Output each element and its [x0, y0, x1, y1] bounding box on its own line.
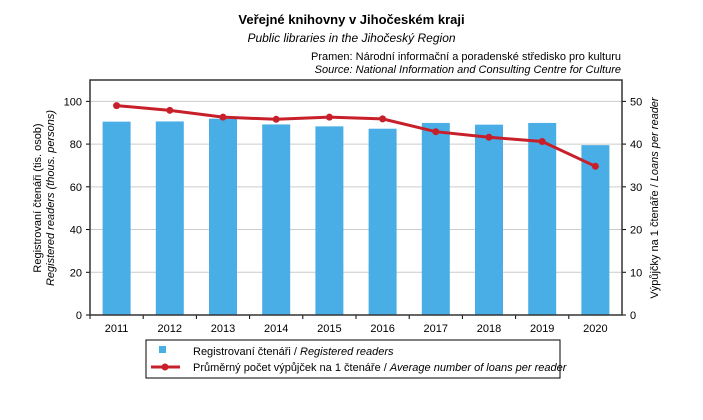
x-tick-label: 2020	[583, 323, 607, 335]
bar	[368, 128, 397, 315]
legend-box	[145, 339, 561, 379]
legend-line-label: Průměrný počet výpůjček na 1 čtenáře / A…	[193, 362, 568, 374]
bar	[262, 124, 291, 315]
line-point	[219, 113, 227, 121]
y2-tick-label: 10	[630, 267, 642, 279]
line-point	[113, 102, 121, 110]
y-tick-label: 100	[64, 96, 82, 108]
y-axis-label-en: Registered readers (thous. persons)	[45, 110, 57, 286]
bar	[155, 121, 184, 315]
bar	[315, 126, 344, 315]
y2-tick-label: 50	[630, 96, 642, 108]
source-en: Source: National Information and Consult…	[314, 64, 621, 76]
y2-tick-label: 20	[630, 225, 642, 237]
y2-tick-label: 30	[630, 182, 642, 194]
bar	[209, 118, 237, 315]
y2-tick-label: 0	[630, 310, 636, 322]
x-tick-label: 2019	[530, 323, 554, 335]
legend-line-marker	[161, 363, 169, 371]
line-point	[538, 138, 546, 146]
bar	[581, 145, 610, 315]
plot-border	[89, 79, 623, 316]
legend-bar-swatch	[159, 346, 166, 353]
y-axis-label-cz: Registrovaní čtenáři (tis. osob)	[32, 123, 44, 272]
line-series	[116, 104, 597, 168]
x-tick-label: 2014	[264, 323, 288, 335]
y-tick-label: 40	[70, 225, 82, 237]
x-tick-label: 2011	[105, 323, 129, 335]
line-point	[432, 128, 440, 136]
y2-tick-label: 40	[630, 139, 642, 151]
x-tick-label: 2016	[370, 323, 394, 335]
line-point	[485, 133, 493, 141]
bar	[102, 121, 131, 315]
y-tick-label: 60	[70, 182, 82, 194]
x-tick-label: 2013	[211, 323, 235, 335]
line-point	[166, 106, 174, 114]
legend-bar-label: Registrovaní čtenáři / Registered reader…	[193, 346, 394, 358]
line-point	[272, 115, 280, 123]
y2-axis-label: Výpůjčky na 1 čtenáře / Loans per reader	[649, 96, 661, 299]
x-tick-label: 2012	[158, 323, 182, 335]
x-tick-label: 2015	[317, 323, 341, 335]
bar	[475, 124, 503, 316]
x-tick-label: 2017	[424, 323, 448, 335]
line-point	[591, 162, 599, 170]
bar	[528, 122, 557, 315]
bar	[421, 122, 450, 315]
source-cz: Pramen: Národní informační a poradenské …	[311, 51, 621, 63]
y-tick-label: 0	[76, 310, 82, 322]
line-point	[325, 113, 333, 121]
line-point	[379, 115, 387, 123]
chart-subtitle: Public libraries in the Jihočeský Region	[247, 31, 456, 45]
chart-title: Veřejné knihovny v Jihočeském kraji	[238, 12, 465, 27]
y-tick-label: 20	[70, 267, 82, 279]
x-tick-label: 2018	[477, 323, 501, 335]
y-tick-label: 80	[70, 139, 82, 151]
